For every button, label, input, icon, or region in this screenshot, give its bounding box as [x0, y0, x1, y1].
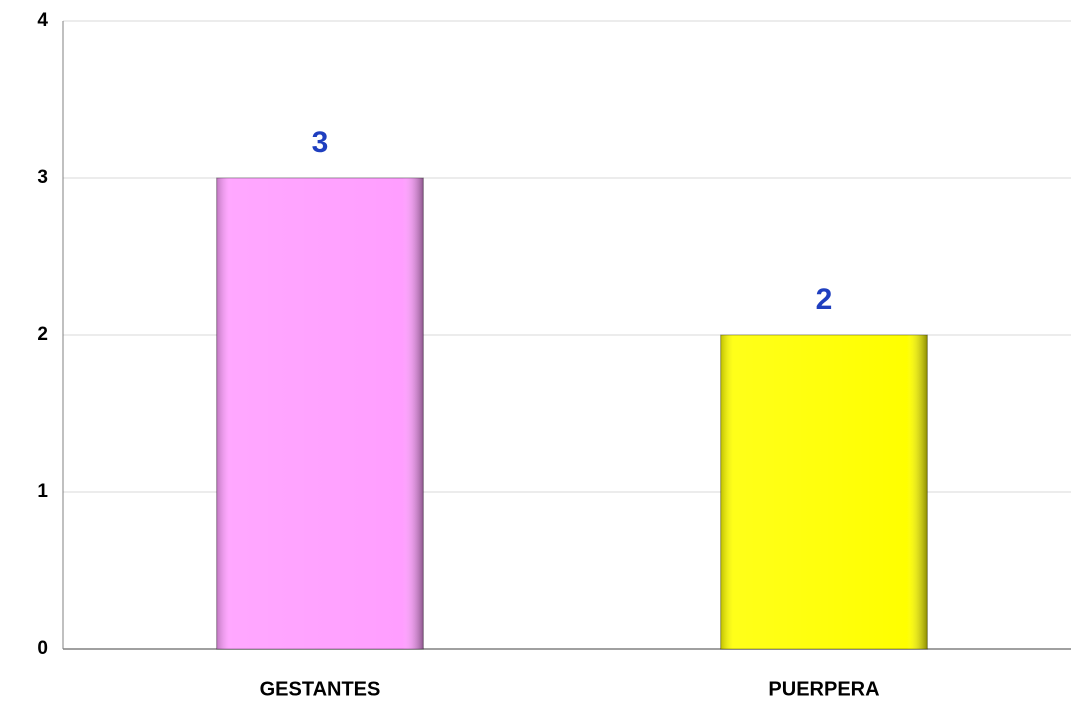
y-tick-label: 3 [37, 167, 48, 188]
y-tick-label: 2 [37, 324, 48, 345]
bar [216, 177, 424, 650]
y-tick-label: 4 [37, 10, 48, 31]
value-label: 2 [816, 283, 833, 316]
y-tick-label: 0 [37, 638, 48, 659]
y-tick-label: 1 [37, 481, 48, 502]
value-label: 3 [312, 126, 329, 159]
x-tick-label: GESTANTES [260, 678, 381, 700]
x-tick-label: PUERPERA [768, 678, 879, 700]
bar [720, 334, 928, 650]
